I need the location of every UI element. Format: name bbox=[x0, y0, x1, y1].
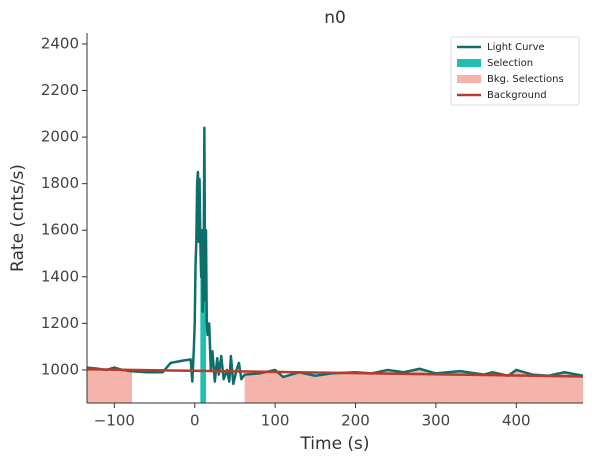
x-tick-label: 200 bbox=[341, 412, 370, 430]
legend-label: Background bbox=[487, 90, 547, 101]
y-tick-label: 2200 bbox=[41, 81, 79, 99]
x-axis-label: Time (s) bbox=[299, 434, 369, 454]
chart-title: n0 bbox=[324, 8, 346, 28]
x-tick-label: 100 bbox=[261, 412, 290, 430]
x-tick-label: 400 bbox=[502, 412, 531, 430]
legend-box bbox=[450, 36, 580, 106]
legend-patch bbox=[457, 75, 481, 83]
legend-label: Bkg. Selections bbox=[487, 74, 564, 85]
legend-patch bbox=[457, 59, 481, 67]
legend-label: Light Curve bbox=[487, 42, 545, 53]
y-tick-label: 1200 bbox=[41, 314, 79, 332]
x-tick-label: 300 bbox=[422, 412, 451, 430]
y-tick-label: 1000 bbox=[41, 360, 79, 378]
y-tick-label: 1400 bbox=[41, 267, 79, 285]
bkg-selection bbox=[244, 368, 584, 403]
legend-label: Selection bbox=[487, 58, 533, 69]
x-tick-label: −100 bbox=[94, 412, 135, 430]
bkg-selection bbox=[87, 367, 133, 403]
y-axis-label: Rate (cnts/s) bbox=[8, 164, 28, 272]
y-tick-label: 1800 bbox=[41, 174, 79, 192]
background-line bbox=[86, 367, 584, 378]
light-curve bbox=[86, 126, 584, 386]
x-tick-label: 0 bbox=[190, 412, 200, 430]
y-tick-label: 2000 bbox=[41, 128, 79, 146]
y-tick-label: 2400 bbox=[41, 34, 79, 52]
y-tick-label: 1600 bbox=[41, 221, 79, 239]
